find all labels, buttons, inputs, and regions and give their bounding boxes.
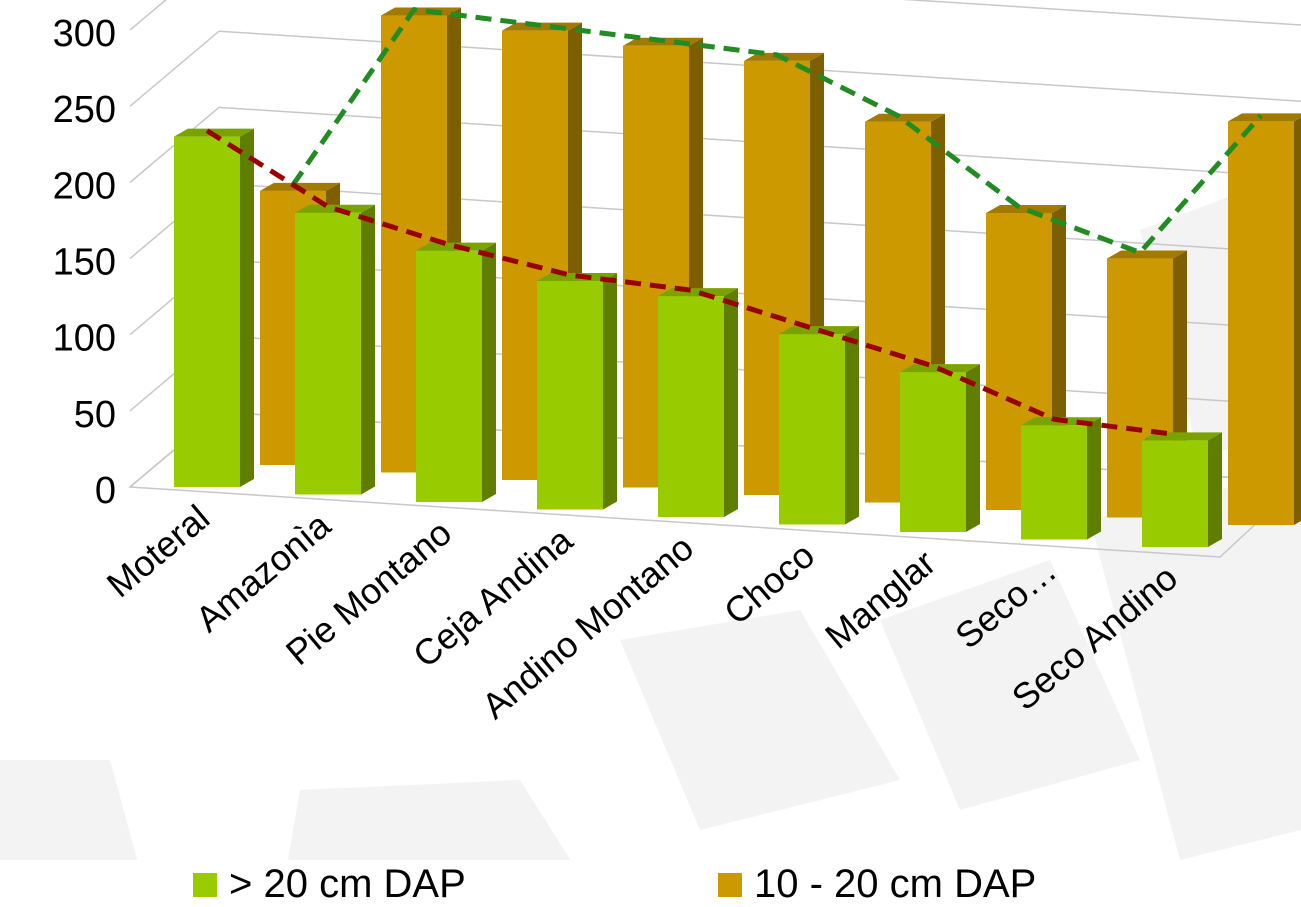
bar-front-2-face xyxy=(416,250,482,502)
bar-front-7-side xyxy=(1087,417,1101,540)
bar-front-6-face xyxy=(900,372,966,532)
bar-back-7-top xyxy=(1107,250,1187,259)
bar-front-6 xyxy=(900,364,980,532)
y-tick-label-4: 200 xyxy=(53,165,116,207)
bar-front-5-face xyxy=(779,334,845,525)
bar-front-4-side xyxy=(724,288,738,517)
bar-back-8 xyxy=(1228,113,1301,525)
background-wedge-0 xyxy=(0,760,150,907)
bar-front-4-top xyxy=(658,288,738,297)
bar-front-1-side xyxy=(361,204,375,495)
background-wedge-4 xyxy=(1090,470,1301,860)
legend-label-back: 10 - 20 cm DAP xyxy=(754,862,1037,906)
legend-item-back: 10 - 20 cm DAP xyxy=(718,862,1036,907)
bar-front-6-side xyxy=(966,364,980,532)
legend: > 20 cm DAP 10 - 20 cm DAP xyxy=(0,862,1301,907)
bar-front-8-face xyxy=(1142,440,1208,547)
background-wedge-1 xyxy=(280,780,600,907)
x-tick-label-0: Moteral xyxy=(99,497,217,606)
bar-front-0 xyxy=(174,128,254,487)
gridline-4 xyxy=(129,106,1301,183)
bar-front-2-side xyxy=(482,242,496,503)
series-front-bars xyxy=(174,128,1222,547)
bar-front-0-face xyxy=(174,136,240,487)
gridline-5 xyxy=(129,30,1301,107)
y-tick-label-2: 100 xyxy=(53,318,116,360)
bar-front-3-face xyxy=(537,281,603,510)
y-tick-label-0: 0 xyxy=(95,470,116,512)
bar-back-8-top xyxy=(1228,113,1301,122)
trendline-back-series xyxy=(290,7,1263,256)
bar-front-1-face xyxy=(295,212,361,495)
bar-front-5-side xyxy=(845,326,859,525)
gridline-6 xyxy=(129,0,1301,31)
bar-front-7 xyxy=(1021,417,1101,540)
y-tick-label-5: 250 xyxy=(53,89,116,131)
bar-front-7-face xyxy=(1021,425,1087,540)
bar-front-1 xyxy=(295,204,375,495)
bar-back-8-side xyxy=(1294,117,1301,525)
bar-front-0-side xyxy=(240,128,254,487)
legend-swatch-front xyxy=(193,872,217,897)
bar-front-5 xyxy=(779,326,859,525)
legend-swatch-back xyxy=(718,872,742,897)
trendline-front-series xyxy=(205,128,1176,437)
y-tick-label-3: 150 xyxy=(53,242,116,284)
trendline-back xyxy=(290,7,1263,256)
y-tick-label-6: 300 xyxy=(53,13,116,55)
bar-front-3 xyxy=(537,273,617,510)
legend-item-front: > 20 cm DAP xyxy=(193,862,466,907)
bar-back-5-top xyxy=(865,113,945,122)
background-wedge-2 xyxy=(620,610,900,830)
bar-back-6-top xyxy=(986,204,1066,213)
bar-front-8-side xyxy=(1208,432,1222,547)
y-tick-label-1: 50 xyxy=(74,394,116,436)
bar-front-3-side xyxy=(603,273,617,510)
bar-front-4-face xyxy=(658,296,724,517)
bar-back-8-face xyxy=(1228,121,1294,525)
background-wedge-3 xyxy=(880,560,1140,810)
bar-front-4 xyxy=(658,288,738,517)
legend-label-front: > 20 cm DAP xyxy=(229,862,466,906)
bar-front-2 xyxy=(416,242,496,503)
bar-back-1-top xyxy=(381,7,461,16)
trendline-front xyxy=(205,128,1176,437)
bar-front-8 xyxy=(1142,432,1222,547)
y-axis-ticks: 0 50 100 150 200 250 300 xyxy=(53,13,116,512)
